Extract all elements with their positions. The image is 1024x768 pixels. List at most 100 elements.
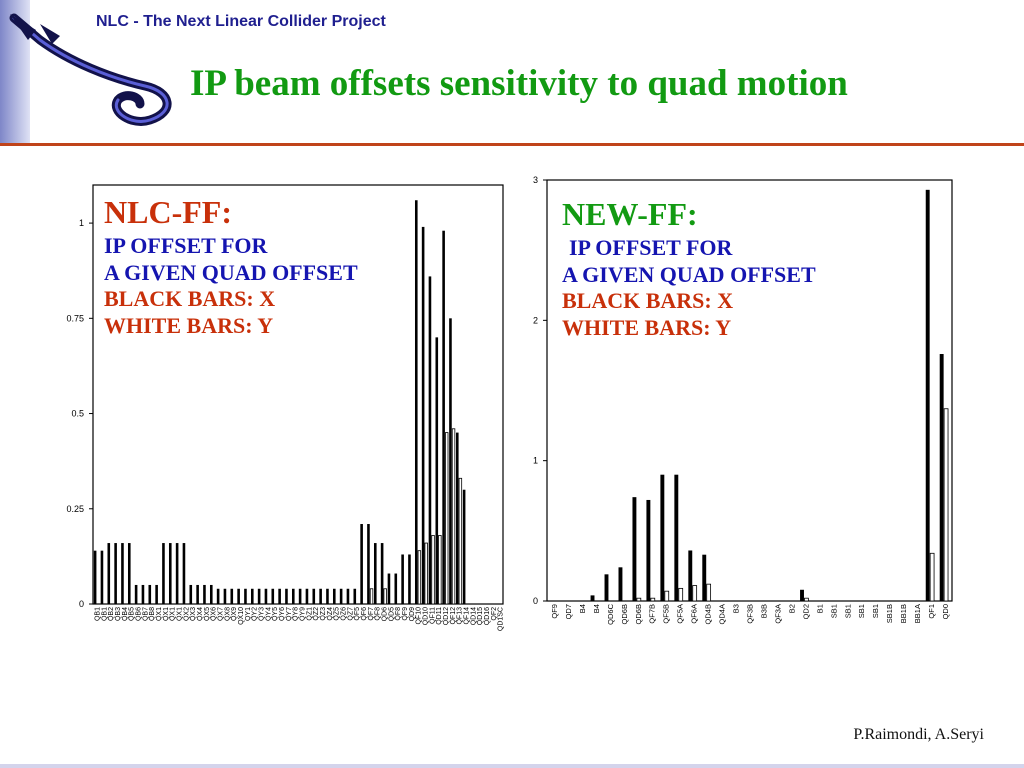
nlc-ff-bar-y <box>458 477 463 605</box>
nlc-ff-line2: A GIVEN QUAD OFFSET <box>104 259 358 285</box>
project-header-title: NLC - The Next Linear Collider Project <box>96 13 386 30</box>
new-ff-bar-x <box>646 499 651 601</box>
new-ff-category-label: SB1B <box>885 604 894 623</box>
nlc-ff-bar-x <box>189 584 193 604</box>
nlc-ff-bar-x <box>216 588 220 604</box>
nlc-ff-category-label: QF10 <box>416 607 423 625</box>
nlc-ff-bar-x <box>168 543 172 604</box>
nlc-ff-bar-x <box>305 588 309 604</box>
nlc-ff-bar-x <box>237 588 240 604</box>
nlc-ff-bar-x <box>278 588 281 604</box>
new-ff-bar-y <box>678 587 684 602</box>
nlc-ff-category-label: QF8 <box>375 607 382 621</box>
new-ff-category-label: QF3A <box>773 604 782 624</box>
nlc-ff-category-label: QZ4 <box>327 607 334 621</box>
new-ff-category-label: BB1B <box>899 604 908 623</box>
nlc-ff-category-label: QX1 <box>163 607 170 621</box>
nlc-ff-bar-x <box>380 543 384 604</box>
new-ff-category-label: QD7 <box>564 604 573 619</box>
nlc-ff-bar-x <box>209 584 213 604</box>
nlc-ff-category-label: QZ2 <box>313 607 320 621</box>
nlc-ff-bar-x <box>346 588 350 604</box>
nlc-ff-category-label: QD9 <box>409 607 416 622</box>
new-ff-bar-y <box>804 597 809 602</box>
nlc-ff-bar-x <box>353 588 357 604</box>
new-ff-category-label: QF6A <box>690 604 699 624</box>
new-ff-bar-y <box>636 597 642 602</box>
nlc-ff-bar-x <box>93 550 97 604</box>
nlc-ff-bar-x <box>298 588 302 604</box>
nlc-ff-plot-frame <box>92 184 504 605</box>
nlc-ff-bar-x <box>203 584 206 604</box>
nlc-ff-bar-y <box>431 535 435 605</box>
nlc-ff-category-label: QD10 <box>422 607 429 625</box>
nlc-ff-category-label: QF7 <box>368 607 375 621</box>
nlc-ff-bar-x <box>401 554 404 604</box>
nlc-ff-bar-x <box>442 230 445 604</box>
nlc-ff-bar-x <box>175 543 179 604</box>
new-ff-category-label: QD6B <box>634 604 643 624</box>
nlc-ff-bar-x <box>134 584 138 604</box>
nlc-ff-category-label: QB3 <box>115 607 122 621</box>
nlc-ff-category-label: QY9 <box>299 607 306 621</box>
nlc-ff-ytick-label: 0 <box>79 599 84 609</box>
nlc-ff-bar-x <box>449 318 452 604</box>
nlc-ff-bar-x <box>319 588 322 604</box>
new-ff-ytick-label: 2 <box>533 315 538 325</box>
nlc-ff-bar-y <box>424 542 428 605</box>
nlc-ff-category-label: QX1 <box>156 607 163 621</box>
nlc-ff-bar-x <box>141 584 145 604</box>
new-ff-category-label: B4 <box>578 604 587 613</box>
nlc-ff-category-label: QB1 <box>94 607 101 621</box>
new-ff-bar-x <box>800 589 804 601</box>
new-ff-category-label: SB1 <box>829 604 838 618</box>
nlc-ff-category-label: QZ3 <box>320 607 327 621</box>
nlc-ff-category-label: QF12 <box>450 607 457 625</box>
new-ff-heading: NEW-FF: <box>562 196 698 232</box>
nlc-ff-category-label: QD6 <box>381 607 388 622</box>
new-ff-line1: IP OFFSET FOR <box>569 235 733 261</box>
title-divider <box>0 143 1024 146</box>
nlc-ff-category-label: QF9 <box>402 607 409 621</box>
nlc-ff-bar-y <box>383 588 387 605</box>
new-ff-category-label: B3B <box>759 604 768 618</box>
nlc-ff-bar-y <box>451 428 456 605</box>
new-ff-category-label: QF5A <box>676 604 685 624</box>
nlc-ff-bar-x <box>414 200 418 604</box>
nlc-ff-category-label: QY4 <box>265 607 272 621</box>
nlc-ff-category-label: QY3 <box>258 607 265 621</box>
new-ff-bar-x <box>939 354 944 601</box>
new-ff-bar-chart: 0 1 2 3 QF9 QD7 B4 B4 QD6C QD6B QD6B QF7B QF5B QF5A QF… <box>533 175 953 625</box>
nlc-ff-bar-x <box>428 276 432 604</box>
nlc-ff-category-label: QD14 <box>470 607 477 625</box>
new-ff-plot-frame <box>546 179 953 602</box>
nlc-ff-bar-x <box>285 588 288 604</box>
nlc-ff-ytick-label: 1 <box>79 218 84 228</box>
nlc-ff-category-label: QY6 <box>279 607 286 621</box>
nlc-ff-line1: IP OFFSET FOR <box>104 233 268 259</box>
new-ff-bar-x <box>618 567 623 601</box>
nlc-ff-bar-x <box>257 588 261 604</box>
nlc-ff-category-label: QY5 <box>272 607 279 621</box>
nlc-ff-category-label: QF6 <box>361 607 368 621</box>
nlc-ff-bar-x <box>230 588 234 604</box>
footer-divider <box>0 764 1024 768</box>
nlc-ff-category-label: QY8 <box>293 607 300 621</box>
nlc-ff-bar-x <box>127 543 131 604</box>
nlc-ff-category-label: QZ1 <box>306 607 313 621</box>
new-ff-line3: BLACK BARS: X <box>562 288 734 314</box>
nlc-ff-bar-y <box>445 432 449 605</box>
nlc-ff-bar-y <box>369 588 374 605</box>
new-ff-bar-x <box>660 474 665 601</box>
nlc-ff-category-label: QD16 <box>484 607 491 625</box>
new-ff-bar-y <box>664 590 670 602</box>
nlc-ff-ytick-label: 0.5 <box>71 409 84 419</box>
nlc-ff-category-label: QX4 <box>197 607 204 621</box>
nlc-ff-category-label: QB2 <box>108 607 115 621</box>
nlc-ff-category-label: QX2 <box>183 607 190 621</box>
nlc-ff-bar-x <box>155 584 158 604</box>
new-ff-line4: WHITE BARS: Y <box>562 314 732 340</box>
new-ff-category-label: QD0 <box>941 604 950 619</box>
new-ff-bar-x <box>604 574 609 601</box>
